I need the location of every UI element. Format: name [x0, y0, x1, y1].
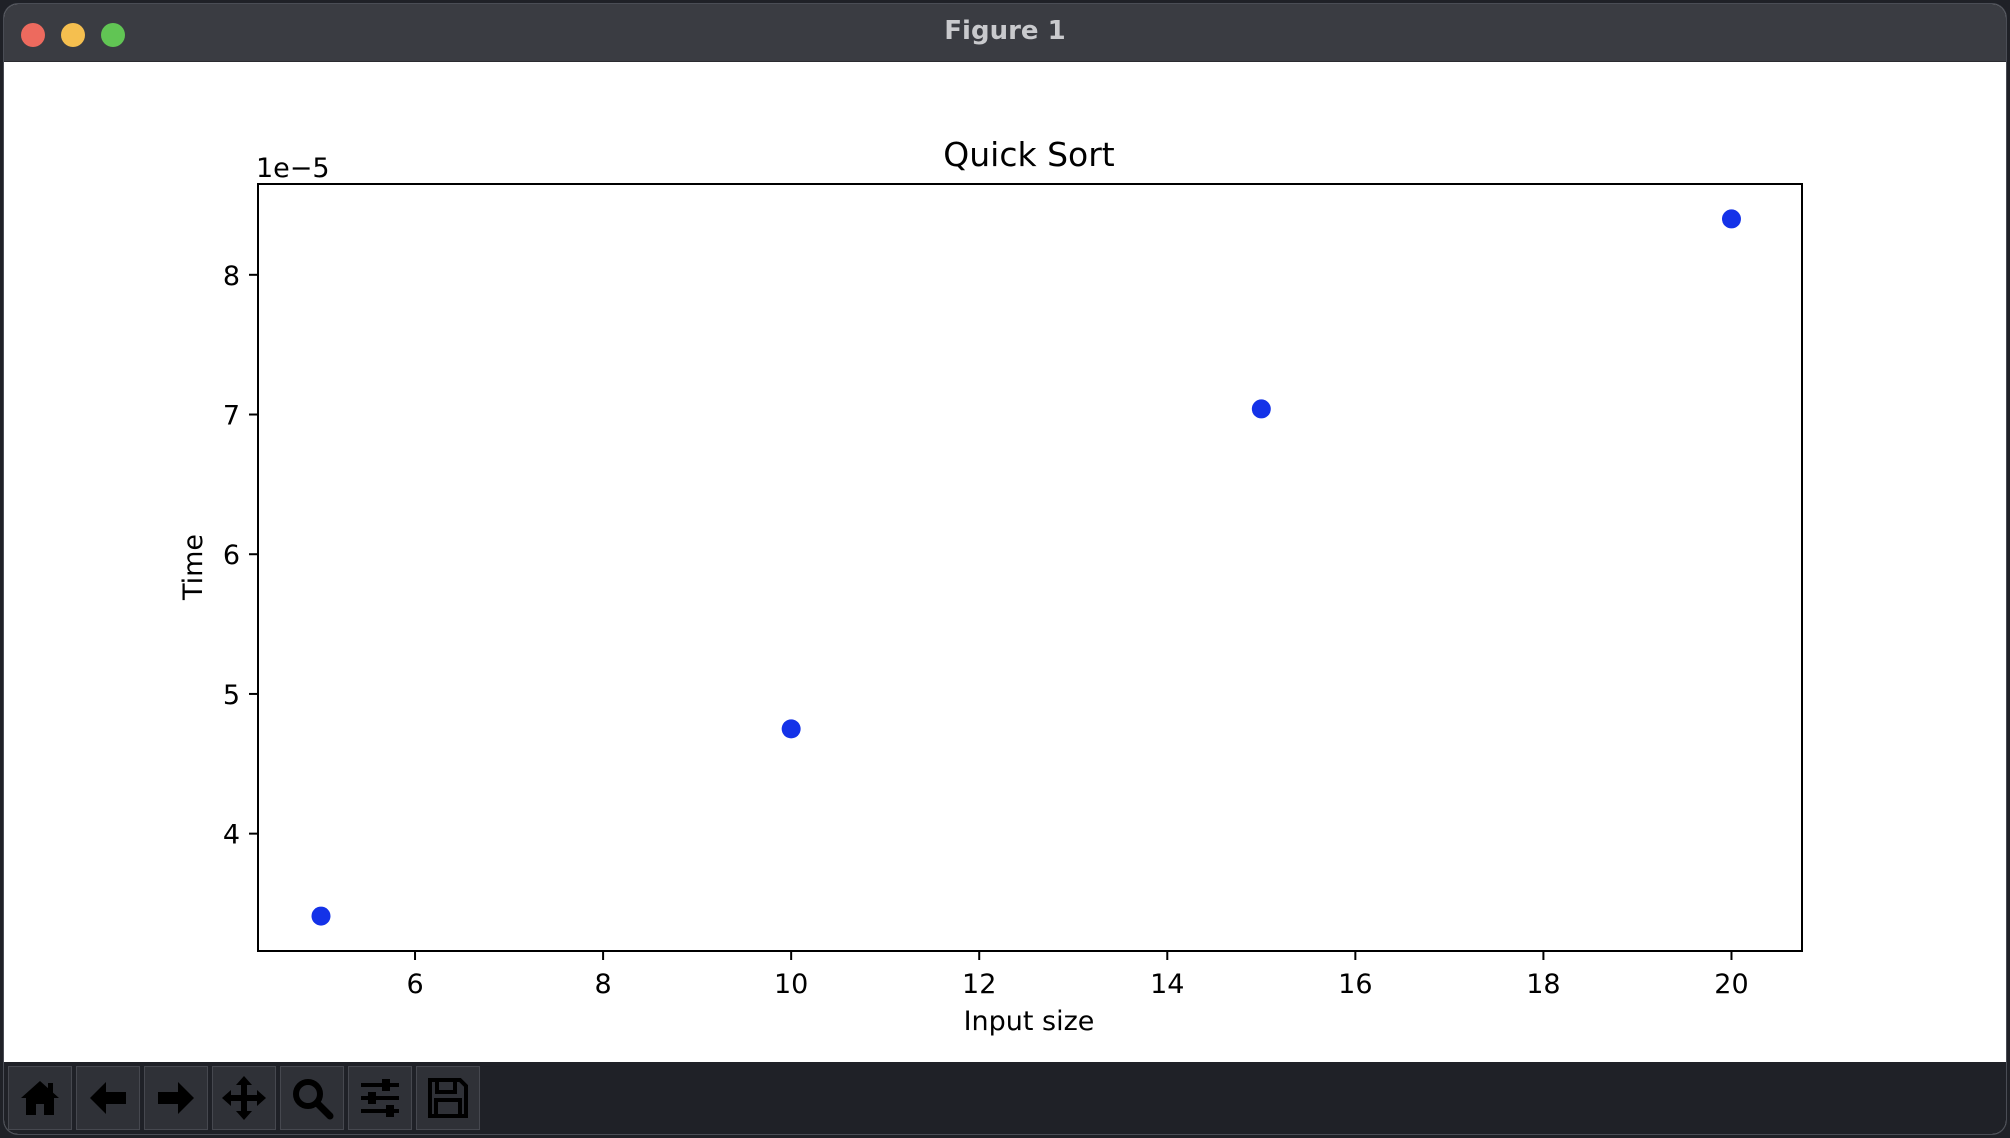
- x-axis: 6 8 10 12 14 16 18 20: [406, 951, 1749, 1000]
- title-bar[interactable]: Figure 1: [4, 4, 2006, 62]
- x-axis-label: Input size: [964, 1006, 1095, 1037]
- home-button[interactable]: [8, 1066, 72, 1130]
- close-button[interactable]: [21, 23, 45, 47]
- y-offset-label: 1e−5: [256, 153, 330, 184]
- chart-title: Quick Sort: [943, 135, 1115, 174]
- y-tick-label: 7: [223, 401, 240, 432]
- data-point: [781, 719, 801, 739]
- configure-subplots-button[interactable]: [348, 1066, 412, 1130]
- save-button[interactable]: [416, 1066, 480, 1130]
- sliders-icon: [361, 1079, 399, 1117]
- x-tick-label: 12: [962, 969, 996, 1000]
- floppy-disk-icon: [428, 1078, 468, 1118]
- scatter-chart[interactable]: Quick Sort 1e−5 6 8 10 12 14 16 18 20 4 5 6 7 8 Inp…: [4, 62, 2006, 1062]
- x-tick-label: 6: [406, 969, 423, 1000]
- y-tick-label: 4: [223, 820, 240, 851]
- figure-window: Figure 1 Quick Sort 1e−5 6 8 10 12 14 16 18 20 …: [4, 4, 2006, 1134]
- pan-button[interactable]: [212, 1066, 276, 1130]
- y-tick-label: 5: [223, 680, 240, 711]
- navigation-toolbar: [4, 1062, 2006, 1134]
- y-axis: 4 5 6 7 8: [223, 261, 258, 851]
- zoom-button[interactable]: [280, 1066, 344, 1130]
- x-tick-label: 20: [1714, 969, 1748, 1000]
- data-point: [311, 906, 331, 926]
- data-point: [1721, 209, 1741, 229]
- minimize-button[interactable]: [61, 23, 85, 47]
- x-tick-label: 18: [1526, 969, 1560, 1000]
- forward-button[interactable]: [144, 1066, 208, 1130]
- y-tick-label: 8: [223, 261, 240, 292]
- plot-area[interactable]: [257, 183, 1803, 952]
- figure-canvas[interactable]: Quick Sort 1e−5 6 8 10 12 14 16 18 20 4 5 6 7 8 Inp…: [4, 62, 2006, 1062]
- arrow-right-icon: [158, 1082, 194, 1114]
- move-icon: [222, 1076, 266, 1120]
- data-points: [311, 209, 1741, 926]
- zoom-window-button[interactable]: [101, 23, 125, 47]
- data-point: [1251, 399, 1271, 419]
- back-button[interactable]: [76, 1066, 140, 1130]
- x-tick-label: 10: [774, 969, 808, 1000]
- x-tick-label: 14: [1150, 969, 1184, 1000]
- arrow-left-icon: [90, 1082, 126, 1114]
- x-tick-label: 8: [595, 969, 612, 1000]
- magnifier-icon: [293, 1079, 334, 1120]
- y-axis-label: Time: [178, 534, 209, 601]
- window-title: Figure 1: [944, 16, 1066, 46]
- x-tick-label: 16: [1338, 969, 1372, 1000]
- home-icon: [21, 1081, 59, 1115]
- y-tick-label: 6: [223, 540, 240, 571]
